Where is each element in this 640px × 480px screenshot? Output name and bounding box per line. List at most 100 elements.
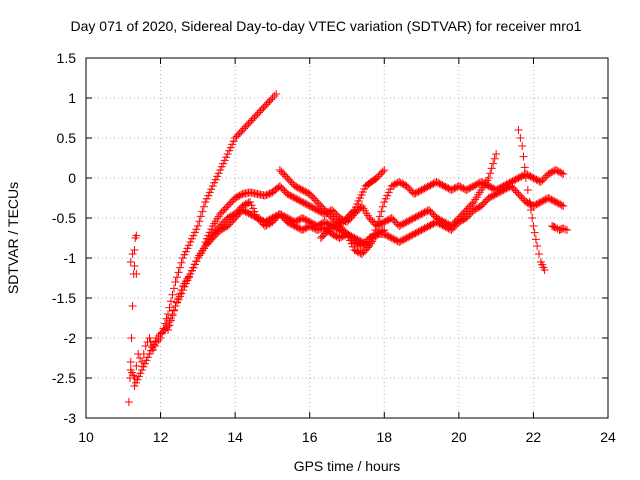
data-point: [492, 150, 501, 158]
data-point: [167, 316, 176, 325]
data-point: [134, 372, 143, 381]
data-point: [368, 234, 377, 242]
data-point: [559, 170, 568, 178]
data-point: [201, 198, 210, 206]
data-point: [380, 166, 389, 174]
data-point: [557, 201, 566, 210]
data-point: [126, 258, 135, 266]
data-point: [266, 95, 275, 104]
data-point: [384, 188, 393, 197]
data-point: [526, 206, 535, 214]
data-point: [180, 250, 189, 259]
data-point: [490, 154, 499, 163]
x-tick-label: 22: [526, 429, 542, 445]
data-point: [557, 169, 566, 178]
series-arc-4: [130, 198, 389, 390]
data-point: [204, 191, 213, 200]
data-point: [187, 234, 196, 243]
data-point: [172, 273, 181, 282]
data-point: [211, 175, 220, 184]
data-point: [213, 172, 222, 181]
data-point: [531, 235, 540, 244]
data-point: [128, 302, 137, 310]
data-point: [561, 225, 570, 234]
data-point: [146, 346, 155, 355]
data-point: [168, 311, 177, 320]
data-point: [128, 250, 137, 258]
data-point: [202, 194, 211, 203]
plot-frame: [85, 57, 609, 419]
data-point: [171, 302, 180, 310]
y-tick-label: -0.5: [52, 210, 76, 226]
data-point: [171, 278, 180, 286]
series-arc-7: [275, 166, 568, 258]
data-point: [380, 198, 389, 206]
x-tick-label: 24: [600, 429, 616, 445]
data-point: [165, 321, 174, 330]
data-point: [127, 334, 136, 342]
data-point: [347, 239, 356, 248]
data-point: [140, 359, 149, 368]
data-point: [126, 358, 135, 366]
data-point: [486, 169, 495, 178]
data-point: [374, 217, 383, 226]
data-point: [225, 146, 234, 155]
x-tick-label: 10: [78, 429, 94, 445]
x-axis-label: GPS time / hours: [294, 458, 401, 474]
data-point: [365, 242, 374, 250]
data-point: [130, 262, 139, 270]
data-point: [540, 266, 549, 274]
data-point: [223, 150, 232, 158]
data-point: [530, 228, 539, 237]
data-point: [270, 92, 279, 100]
data-point: [132, 231, 141, 240]
data-point: [177, 286, 186, 294]
data-point: [130, 246, 139, 254]
data-point: [136, 369, 145, 378]
data-point: [201, 238, 210, 246]
data-point: [189, 263, 198, 272]
data-point: [187, 266, 196, 275]
data-point: [169, 306, 178, 315]
data-point: [165, 303, 174, 312]
data-point: [210, 178, 219, 187]
data-point: [216, 166, 225, 174]
data-point: [529, 222, 538, 230]
data-point: [518, 142, 527, 150]
series-arc-3: [126, 90, 281, 382]
y-axis-label: SDTVAR / TECUs: [5, 182, 21, 294]
data-point: [344, 233, 353, 242]
data-point: [143, 353, 152, 362]
data-point: [132, 270, 141, 278]
data-point: [205, 228, 214, 237]
y-tick-label: -2: [64, 330, 77, 346]
x-tick-label: 14: [227, 429, 243, 445]
ticks: 10 12 14 16 18 20 22 24 -3 -2.5 -2 -1.5 -1 -0.5 0 0.5 1 1…: [52, 50, 616, 445]
y-tick-label: -2.5: [52, 370, 76, 386]
data-point: [204, 231, 213, 240]
data-point: [136, 354, 145, 362]
data-point: [139, 362, 148, 371]
data-point: [378, 167, 387, 176]
data-point: [137, 366, 146, 374]
data-point: [178, 254, 187, 262]
y-tick-label: -1.5: [52, 290, 76, 306]
data-point: [168, 290, 177, 299]
data-point: [247, 201, 256, 210]
data-point: [349, 207, 358, 216]
series-arc-2: [126, 250, 141, 278]
data-point: [195, 217, 204, 226]
data-point: [198, 207, 207, 216]
y-tick-label: 0.5: [57, 130, 77, 146]
series-arc-8: [316, 166, 389, 242]
data-point: [268, 94, 277, 102]
data-point: [369, 230, 378, 238]
data-point: [164, 326, 173, 334]
data-point: [372, 222, 381, 230]
data-point: [152, 334, 161, 342]
data-point: [229, 137, 238, 146]
y-tick-label: 1.5: [57, 50, 77, 66]
data-point: [341, 228, 350, 237]
data-point: [487, 164, 496, 173]
data-point: [331, 220, 340, 229]
